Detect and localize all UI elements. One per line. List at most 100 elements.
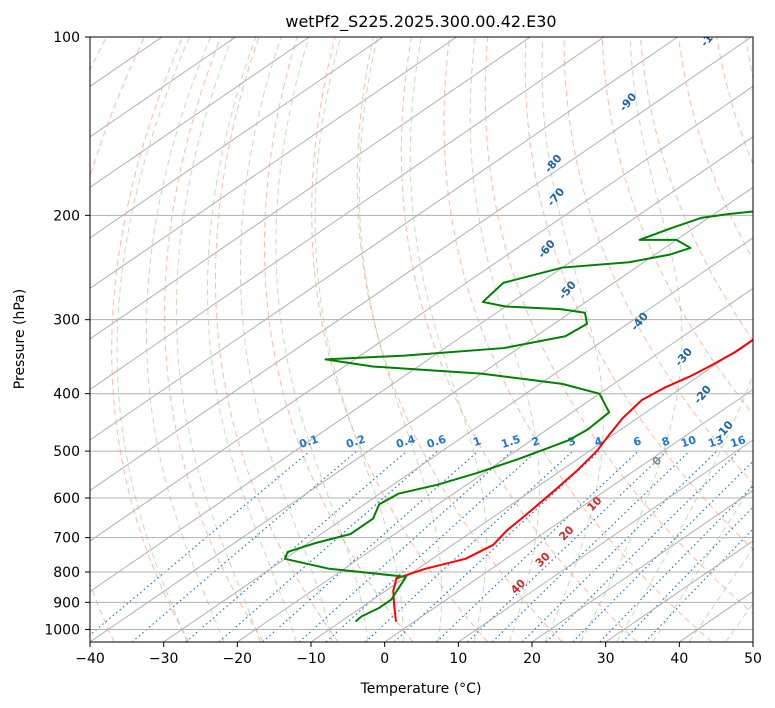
x-tick-label: −10 (296, 651, 326, 667)
mixing-ratio-label: 4 (593, 434, 605, 449)
moist-adiabat (207, 37, 297, 642)
mixing-ratio-line (90, 450, 311, 636)
y-tick-label: 200 (53, 208, 80, 224)
isotherm--30 (163, 237, 753, 642)
x-ticks: −40 −30 −20 −10 0 10 20 30 40 50 (75, 642, 762, 667)
y-tick-label: 100 (53, 30, 80, 46)
mixing-ratio-line (218, 450, 438, 642)
mixing-ratio-line (436, 450, 639, 642)
plot-frame (89, 36, 754, 643)
y-tick-label: 500 (53, 444, 80, 460)
moist-adiabat (688, 547, 753, 642)
dry-adiabat (524, 37, 753, 551)
isotherm--50 (90, 136, 753, 593)
mixing-ratio-label: 1 (471, 434, 482, 449)
x-tick-label: 10 (449, 651, 467, 667)
isotherm--70 (90, 37, 752, 492)
moist-adiabat (652, 482, 753, 642)
moist-adiabat (145, 37, 225, 642)
isotherm-20 (531, 489, 753, 642)
dry-adiabat (0, 37, 68, 642)
y-tick-label: 600 (53, 491, 80, 507)
plot-background (90, 37, 753, 642)
mixing-ratio-line (491, 450, 691, 642)
mixing-ratio-line (364, 450, 574, 642)
mixing-ratio-label: 3 (566, 434, 577, 449)
dry-adiabat (164, 37, 264, 642)
x-tick-label: 50 (744, 651, 762, 667)
dry-adiabat (263, 37, 414, 642)
mixing-ratio-label: 16 (729, 433, 748, 450)
moist-adiabat (116, 37, 190, 642)
chart-title: wetPf2_S225.2025.300.00.42.E30 (285, 12, 556, 32)
mixing-ratio-line (185, 450, 408, 642)
isotherm-10 (458, 439, 753, 642)
mixing-ratio-label: 13 (707, 433, 726, 450)
isotherm--90 (90, 37, 605, 391)
moist-adiabat (409, 37, 487, 642)
moist-adiabat (239, 37, 333, 642)
mixing-ratio-label: 6 (632, 434, 644, 449)
y-tick-label: 1000 (44, 622, 80, 638)
x-axis-label: Temperature (°C) (360, 681, 482, 697)
mixing-ratio-label: 0.4 (394, 432, 417, 450)
moist-adiabat (314, 37, 404, 642)
x-tick-label: −30 (149, 651, 179, 667)
isotherm--110 (90, 37, 457, 290)
isobars (90, 37, 753, 630)
mixing-ratio-label: 0.2 (344, 433, 367, 451)
temperature-profile-line (392, 338, 753, 622)
mixing-ratio-line (545, 450, 740, 642)
dry-adiabat (755, 37, 775, 642)
y-tick-label: 300 (53, 313, 80, 329)
moist-adiabat (762, 37, 775, 642)
y-axis-label: Pressure (hPa) (12, 289, 28, 389)
isotherm--20 (237, 287, 753, 642)
mixing-ratio-label: 0.1 (298, 433, 321, 451)
y-tick-label: 700 (53, 531, 80, 547)
isotherm--120 (90, 37, 384, 239)
mixing-ratio-label: 0.6 (425, 432, 448, 450)
y-tick-label: 900 (53, 595, 80, 611)
y-tick-label: 800 (53, 565, 80, 581)
mixing-ratio-label: 1.5 (500, 433, 523, 451)
dry-adiabat (443, 37, 713, 642)
dry-adiabat (400, 37, 638, 642)
moist-adiabat (541, 37, 604, 642)
moist-adiabats (116, 37, 775, 642)
mixing-ratio-label: 10 (679, 433, 698, 450)
dry-adiabat (356, 37, 563, 642)
moist-adiabat (175, 37, 261, 642)
isotherm--130 (90, 37, 310, 188)
x-tick-label: −20 (223, 651, 253, 667)
mixing-ratio-label: 8 (660, 434, 671, 449)
x-tick-label: 30 (597, 651, 615, 667)
isotherm--40 (90, 186, 753, 642)
x-tick-label: 0 (380, 651, 389, 667)
moist-adiabat (358, 37, 443, 642)
dry-adiabat (484, 37, 753, 615)
dewpoint-profile-line (283, 210, 753, 623)
moist-adiabat (469, 37, 540, 642)
moist-adiabat (580, 37, 683, 642)
x-tick-label: −40 (75, 651, 105, 667)
dry-adiabats (0, 37, 775, 642)
isotherm--100 (90, 37, 531, 340)
isotherm-50 (752, 641, 753, 642)
mixing-ratio-line (393, 450, 600, 642)
x-tick-label: 20 (523, 651, 541, 667)
moist-adiabat (275, 37, 369, 642)
y-tick-label: 400 (53, 387, 80, 403)
dry-adiabat (111, 37, 190, 642)
mixing-ratio-line (644, 528, 753, 642)
y-ticks: 100 200 300 400 500 600 700 800 900 1000 (44, 30, 90, 638)
mixing-ratio-line (467, 450, 668, 642)
mixing-ratio-label: 20 (753, 433, 772, 450)
isotherm--60 (90, 85, 753, 542)
mixing-ratio-label: 2 (530, 434, 541, 449)
isotherm-0 (384, 388, 753, 642)
x-tick-label: 40 (670, 651, 688, 667)
isotherm--80 (90, 37, 678, 441)
dry-adiabat (563, 37, 753, 484)
